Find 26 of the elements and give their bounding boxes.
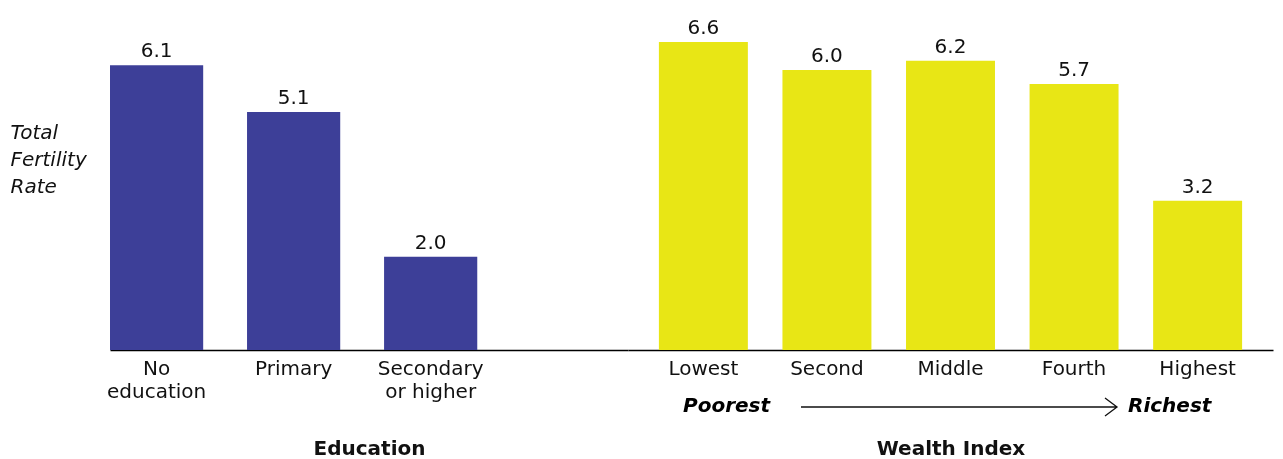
x-tick-label: Primary [254, 355, 333, 380]
data-label: 5.7 [1058, 57, 1090, 81]
x-tick-label: Middle [917, 355, 984, 380]
bar [1153, 200, 1243, 350]
bar [906, 60, 995, 350]
x-tick-label: Lowest [668, 355, 739, 380]
x-tick-label: No education [106, 355, 207, 403]
data-label: 6.2 [934, 33, 967, 58]
x-tick-label: Fourth [1041, 355, 1107, 380]
x-tick-label: Second [790, 355, 864, 380]
data-label: 6.1 [140, 38, 173, 63]
bar [782, 70, 872, 350]
text: Richest [1128, 393, 1212, 417]
bar [1029, 84, 1119, 350]
text: Poorest [683, 393, 771, 417]
data-label: 3.2 [1181, 173, 1214, 198]
x-tick-label: Secondary or higher [377, 355, 484, 403]
x-axis-title: Wealth Index [876, 435, 1026, 459]
bar [658, 42, 748, 350]
x-axis-title: Education [313, 435, 426, 459]
data-label: 5.1 [277, 85, 310, 109]
data-label: 2.0 [414, 229, 447, 254]
y-axis-title: Total Fertility Rate [10, 119, 88, 198]
x-tick-label: Highest [1159, 355, 1237, 380]
data-label: 6.6 [687, 15, 720, 39]
data-label: 6.0 [811, 43, 843, 67]
